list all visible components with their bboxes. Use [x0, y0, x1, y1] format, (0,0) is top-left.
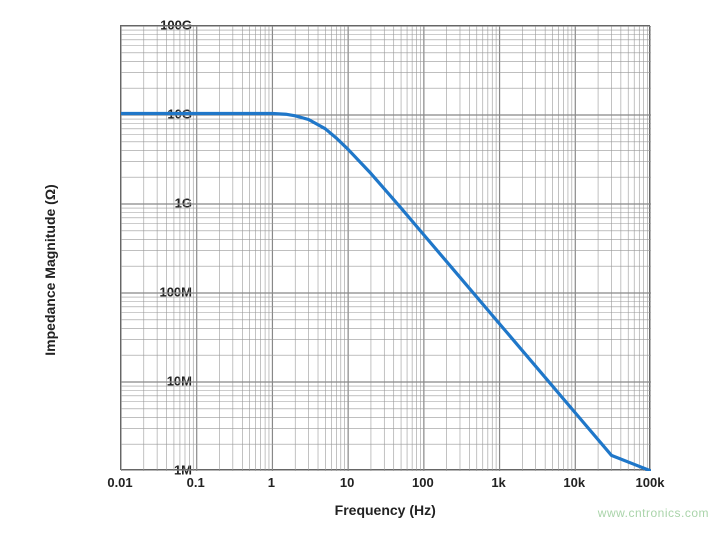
watermark-text: www.cntronics.com: [598, 506, 709, 520]
x-tick-label: 0.1: [187, 475, 205, 490]
x-tick-label: 10: [340, 475, 354, 490]
impedance-curve: [121, 26, 651, 471]
x-tick-label: 1: [268, 475, 275, 490]
x-tick-label: 100k: [636, 475, 665, 490]
plot-area: [120, 25, 650, 470]
x-tick-label: 0.01: [107, 475, 132, 490]
x-tick-label: 10k: [563, 475, 585, 490]
x-tick-label: 1k: [491, 475, 505, 490]
x-tick-label: 100: [412, 475, 434, 490]
y-axis-label: Impedance Magnitude (Ω): [42, 184, 58, 355]
chart-container: Impedance Magnitude (Ω) Frequency (Hz) 1…: [60, 20, 670, 520]
x-axis-label: Frequency (Hz): [335, 502, 436, 518]
